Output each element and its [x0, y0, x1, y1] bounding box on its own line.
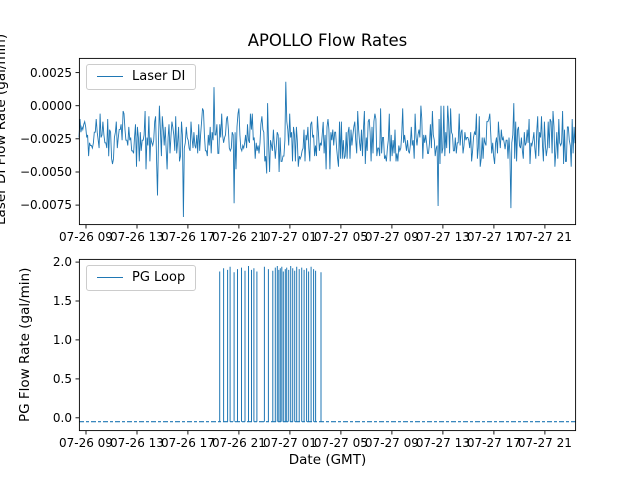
laser-di-line [78, 81, 576, 218]
y-tick-label: 0.5 [52, 371, 72, 386]
x-tick-label: 07-27 13 [415, 230, 470, 244]
legend-label: Laser DI [132, 69, 186, 84]
legend-pg-loop: PG Loop [86, 265, 197, 291]
chart-title: APOLLO Flow Rates [247, 31, 408, 50]
x-tick-label: 07-26 13 [109, 436, 164, 450]
x-tick-label: 07-27 21 [517, 230, 572, 244]
x-tick-label: 07-26 09 [58, 230, 113, 244]
x-tick-label: 07-26 17 [160, 230, 215, 244]
y-tick-label: 1.5 [52, 294, 72, 309]
y-tick-label: −0.0050 [19, 164, 72, 179]
legend-laser-di: Laser DI [86, 64, 197, 90]
axes-laser-di: Laser DI Flow Rate (gal/min) Laser DI 07… [0, 34, 577, 244]
plot-frame [78, 57, 577, 226]
x-tick-label: 07-27 13 [415, 436, 470, 450]
y-tick-label: −0.0025 [19, 131, 72, 146]
x-tick-label: 07-27 01 [262, 230, 317, 244]
legend-line-sample [97, 76, 123, 77]
x-tick-label: 07-27 05 [313, 230, 368, 244]
x-tick-label: 07-26 21 [211, 436, 266, 450]
legend-label: PG Loop [132, 270, 186, 285]
axes-pg-loop: PG Flow Rate (gal/min) PG Loop 07-26 09 0… [17, 255, 577, 450]
x-axis-label: Date (GMT) [288, 452, 367, 468]
y-tick-label: 0.0000 [30, 98, 72, 113]
y-tick-label: 1.0 [52, 332, 72, 347]
y-tick-label: 0.0 [52, 410, 72, 425]
x-tick-label: 07-27 17 [466, 230, 521, 244]
x-tick-label: 07-27 05 [313, 436, 368, 450]
y-tick-label: 0.0025 [30, 65, 72, 80]
x-tick-label: 07-27 21 [517, 436, 572, 450]
x-tick-label: 07-26 21 [211, 230, 266, 244]
y-tick-label: 2.0 [52, 255, 72, 270]
legend-line-sample [97, 277, 123, 278]
y-tick-label: −0.0075 [19, 198, 72, 213]
x-tick-label: 07-27 09 [364, 230, 419, 244]
x-tick-label: 07-26 09 [58, 436, 113, 450]
plot-frame [78, 258, 577, 432]
x-tick-label: 07-26 17 [160, 436, 215, 450]
plot-area [75, 57, 577, 229]
x-tick-label: 07-27 01 [262, 436, 317, 450]
x-tick-label: 07-27 09 [364, 436, 419, 450]
x-tick-label: 07-27 17 [466, 436, 521, 450]
x-tick-label: 07-26 13 [109, 230, 164, 244]
plot-area [75, 258, 577, 435]
